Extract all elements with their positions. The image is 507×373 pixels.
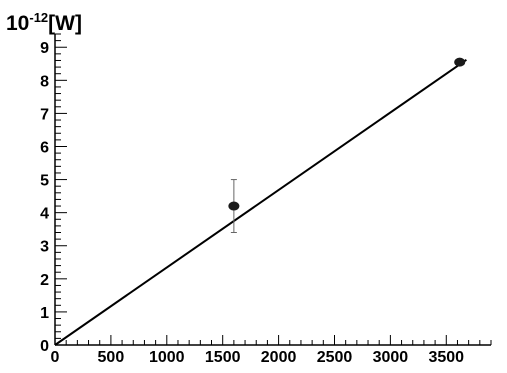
y-axis-unit-label: 10-12[W] <box>6 10 82 35</box>
y-tick-label: 6 <box>40 139 49 156</box>
y-tick-label: 1 <box>40 305 49 322</box>
x-tick-label: 500 <box>98 349 125 366</box>
x-tick-label: 1000 <box>149 349 185 366</box>
x-tick-label: 3500 <box>428 349 464 366</box>
y-axis-unit-base: 10 <box>6 12 29 35</box>
x-tick-label: 0 <box>51 349 60 366</box>
y-tick-label: 5 <box>40 173 49 190</box>
x-tick-label: 2000 <box>261 349 297 366</box>
y-tick-label: 0 <box>40 338 49 355</box>
x-tick-label: 3000 <box>373 349 409 366</box>
data-point <box>228 201 240 211</box>
y-axis-unit-text: [W] <box>48 12 82 35</box>
y-tick-label: 9 <box>40 40 49 57</box>
x-tick-label: 2500 <box>317 349 353 366</box>
plot-area: 0 500 1000 1500 2000 2500 3000 3500 0 1 2 3 4 5 6 7 8 9 <box>40 33 492 366</box>
data-point <box>454 57 466 67</box>
x-tick-label: 1500 <box>205 349 241 366</box>
y-axis-unit-exponent: -12 <box>29 10 48 25</box>
fit-line <box>54 58 467 346</box>
y-tick-label: 8 <box>40 73 49 90</box>
y-tick-label: 7 <box>40 106 49 123</box>
y-tick-label: 2 <box>40 272 49 289</box>
y-tick-label: 3 <box>40 239 49 256</box>
y-tick-label: 4 <box>40 206 49 223</box>
